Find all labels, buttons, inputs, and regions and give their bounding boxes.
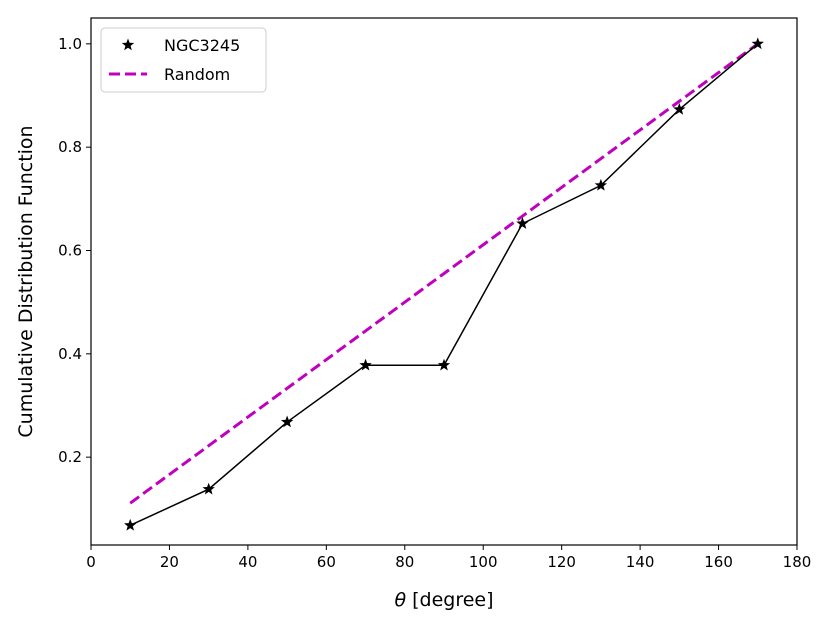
- y-tick-label-0.8: 0.8: [58, 138, 82, 156]
- ticks-layer: 0 20 40 60 80 100 120 140 160 180 0.2 0.4 0.6 0.8 1.0: [58, 35, 811, 571]
- ngc3245-point-90: [437, 358, 451, 371]
- x-axis-label-symbol: θ: [394, 589, 406, 611]
- x-tick-label-0: 0: [86, 553, 96, 571]
- ngc3245-point-10: [124, 518, 137, 531]
- y-tick-label-0.6: 0.6: [58, 242, 82, 260]
- x-tick-label-120: 120: [547, 553, 576, 571]
- x-tick-label-180: 180: [783, 553, 812, 571]
- ngc3245-point-110: [516, 217, 529, 229]
- ngc3245-point-50: [280, 415, 294, 428]
- y-tick-label-0.2: 0.2: [58, 448, 82, 466]
- x-tick-label-20: 20: [160, 553, 179, 571]
- x-tick-label-80: 80: [395, 553, 414, 571]
- x-axis-label-unit: [degree]: [406, 589, 493, 611]
- legend-ngc3245-label: NGC3245: [164, 36, 240, 55]
- legend: NGC3245 Random: [100, 27, 267, 93]
- random-line: [129, 42, 759, 505]
- legend-ngc3245-marker: [121, 38, 135, 51]
- ngc3245-point-170: [751, 37, 764, 50]
- x-tick-label-60: 60: [317, 553, 336, 571]
- ngc3245-line: [129, 43, 759, 527]
- ngc3245-point-70: [359, 358, 372, 371]
- series-layer: [124, 37, 764, 531]
- y-tick-label-1: 1.0: [58, 35, 82, 53]
- plot-frame: [90, 17, 798, 546]
- legend-box: [100, 27, 267, 93]
- x-axis-label: θ [degree]: [394, 589, 493, 611]
- x-tick-label-160: 160: [704, 553, 733, 571]
- y-axis-label: Cumulative Distribution Function: [15, 125, 37, 437]
- ngc3245-point-30: [202, 482, 215, 495]
- x-tick-label-140: 140: [626, 553, 655, 571]
- legend-random-label: Random: [164, 65, 230, 84]
- ngc3245-point-150: [673, 102, 686, 115]
- ngc3245-point-130: [594, 178, 608, 191]
- x-tick-label-40: 40: [238, 553, 257, 571]
- legend-entries: NGC3245 Random: [109, 36, 240, 84]
- y-tick-label-0.4: 0.4: [58, 345, 82, 363]
- x-tick-label-100: 100: [469, 553, 498, 571]
